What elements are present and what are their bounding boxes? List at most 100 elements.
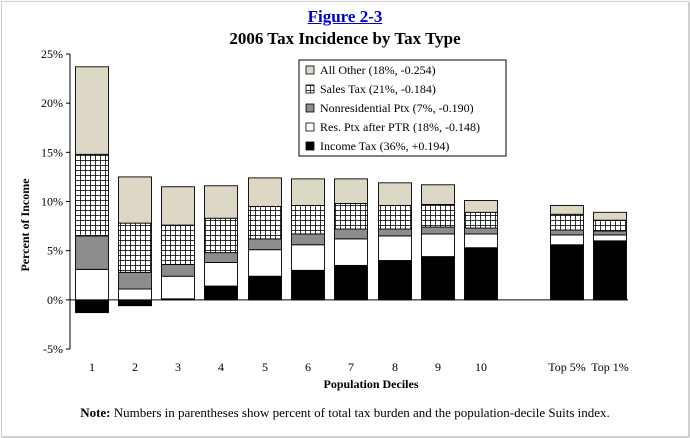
bar-segment [291,269,325,301]
bar-segment [421,226,455,235]
bar-segment [464,227,498,235]
legend-entry: Nonresidential Ptx (7%, -0.190) [320,101,474,115]
legend-swatch [305,103,315,113]
bar-segment [161,263,195,277]
bar-segment [378,228,412,237]
bar-segment [204,252,238,263]
bar-segment [550,213,584,231]
chart: -5% 0% 5% 10% 15% 20% 25% 1 2 3 4 5 6 7 8 9 10 Top 5% Top… [18,47,629,391]
bar-segment [161,224,195,265]
bar-segment [248,238,282,251]
bar-segment [593,234,627,242]
bar-segment [118,288,152,301]
x-tick-label: Top 1% [591,360,629,374]
bars: 1 2 3 4 5 6 7 8 9 10 Top 5% Top 1% [75,66,629,374]
x-tick-label: 4 [218,360,224,374]
bar-segment [291,204,325,235]
bar-segment [378,260,412,301]
bar-segment [291,233,325,246]
legend-entry: All Other (18%, -0.254) [320,63,436,77]
bar-segment [464,211,498,229]
y-tick-label: 5% [47,244,63,258]
bar-segment [291,244,325,271]
bar-segment [161,186,195,226]
bar-segment [334,264,368,301]
y-tick-label: 0% [47,293,63,307]
footnote-text: Numbers in parentheses show percent of t… [113,405,610,420]
bar-segment [593,211,627,221]
bar-segment [550,204,584,215]
bar-segment [378,235,412,261]
bar-segment [550,234,584,246]
bar-segment [334,203,368,230]
bar-segment [421,233,455,258]
x-tick-label: Top 5% [548,360,586,374]
footnote: Note: Numbers in parentheses show percen… [0,405,690,421]
bar-segment [75,66,109,155]
bar-segment [248,177,282,207]
bar-segment [421,184,455,205]
legend: All Other (18%, -0.254) Sales Tax (21%, -… [298,59,507,157]
y-tick-label: -5% [43,342,63,356]
bar-segment [464,200,498,213]
x-tick-label: 10 [475,360,487,374]
legend-entry: Sales Tax (21%, -0.184) [320,82,436,96]
bar-segment [334,228,368,240]
bar-segment [593,240,627,301]
footnote-label: Note: [80,405,111,420]
figure-label[interactable]: Figure 2-3 [307,7,383,26]
legend-entry: Res. Ptx after PTR (18%, -0.148) [320,120,480,134]
chart-title: 2006 Tax Incidence by Tax Type [229,29,461,48]
x-tick-label: 5 [262,360,268,374]
bar-segment [593,230,627,236]
legend-swatch [305,84,315,94]
legend-swatch [305,141,315,151]
bar-segment [75,153,109,237]
bar-segment [118,271,152,290]
bar-segment [421,203,455,228]
x-tick-label: 9 [435,360,441,374]
bar-segment [248,275,282,301]
y-tick-label: 10% [41,195,63,209]
legend-box [298,59,507,157]
bar-segment [204,262,238,287]
y-axis-label: Percent of Income [18,178,32,272]
bar-segment [248,205,282,240]
axes: -5% 0% 5% 10% 15% 20% 25% [41,47,628,356]
bar-segment [204,217,238,254]
bar-segment [550,244,584,301]
x-tick-label: 1 [89,360,95,374]
bar-segment [248,249,282,277]
x-axis-label: Population Deciles [324,377,419,391]
bar-segment [75,235,109,270]
x-tick-label: 6 [305,360,311,374]
bar-segment [378,182,412,206]
bar-segment [204,285,238,301]
legend-swatch [305,122,315,132]
y-tick-label: 15% [41,145,63,159]
bar-segment [161,275,195,300]
bar-segment [204,185,238,219]
bar-segment [378,204,412,230]
legend-swatch [305,65,315,75]
bar-segment [421,256,455,301]
x-tick-label: 8 [392,360,398,374]
y-tick-label: 20% [41,96,63,110]
x-tick-label: 2 [132,360,138,374]
bar-segment [464,247,498,301]
bar-segment [291,178,325,206]
bar-segment [550,229,584,236]
bar-segment [334,178,368,204]
bar-segment [118,299,152,307]
bar-segment [118,176,152,224]
bar-segment [334,238,368,266]
x-tick-label: 3 [175,360,181,374]
bar-segment [75,299,109,314]
bar-segment [118,222,152,273]
bar-segment [593,219,627,232]
legend-entry: Income Tax (36%, +0.194) [320,139,449,153]
y-tick-label: 25% [41,47,63,61]
bar-segment [75,268,109,301]
x-tick-label: 7 [348,360,354,374]
bar-segment [464,233,498,249]
